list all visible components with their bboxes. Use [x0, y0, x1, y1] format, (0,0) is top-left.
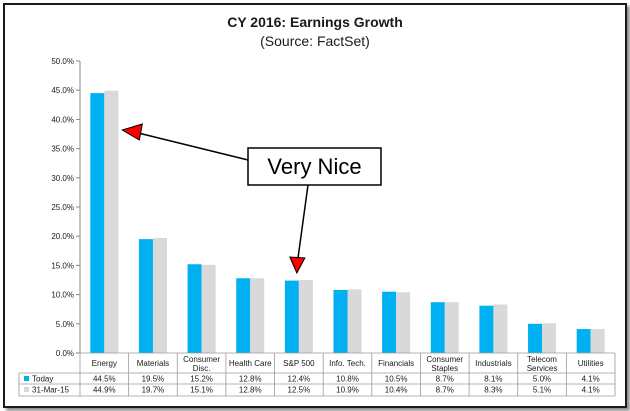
bar-today — [576, 329, 591, 353]
bar-today — [138, 239, 153, 353]
data-label: 8.7% — [436, 375, 454, 384]
data-label: 8.1% — [484, 375, 502, 384]
bar-today — [528, 323, 543, 353]
category-label-line: Consumer — [426, 355, 463, 364]
legend-label: 31-Mar-15 — [32, 386, 69, 395]
bar-mar15 — [542, 323, 557, 353]
category-label-line: Telecom — [527, 355, 557, 364]
y-tick-label: 20.0% — [51, 232, 74, 241]
bar-today — [479, 305, 494, 353]
bar-mar15 — [493, 304, 508, 353]
y-tick-label: 10.0% — [51, 291, 74, 300]
data-label: 12.5% — [288, 386, 311, 395]
data-label: 10.8% — [336, 375, 359, 384]
y-tick-label: 35.0% — [51, 145, 74, 154]
data-table: Energy Materials Consumer Disc.Health Care S… — [18, 352, 616, 397]
arrow-head — [289, 256, 306, 275]
earnings-growth-chart: CY 2016: Earnings Growth (Source: FactSe… — [18, 14, 616, 397]
category-label: S&P 500 — [283, 359, 315, 368]
legend-key — [24, 387, 29, 392]
data-label: 4.1% — [582, 375, 600, 384]
y-tick-label: 15.0% — [51, 261, 74, 270]
bar-mar15 — [444, 302, 459, 353]
data-label: 12.8% — [239, 386, 262, 395]
callout-box — [247, 147, 382, 186]
data-label: 12.4% — [288, 375, 311, 384]
bar-mar15 — [590, 329, 605, 353]
category-label-line: Industrials — [475, 359, 511, 368]
category-label-line: Utilities — [578, 359, 604, 368]
category-label-line: Services — [527, 364, 558, 373]
category-label: Utilities — [578, 359, 604, 368]
data-label: 8.7% — [436, 386, 454, 395]
category-label: Telecom Services — [527, 355, 558, 373]
data-label: 10.9% — [336, 386, 359, 395]
bar-mar15 — [201, 264, 216, 353]
bar-mar15 — [347, 289, 362, 353]
category-label: Energy — [92, 359, 117, 368]
arrow-head — [121, 123, 143, 141]
category-label: Financials — [378, 359, 414, 368]
data-label: 44.5% — [93, 375, 116, 384]
category-label: Industrials — [475, 359, 511, 368]
callout-text: Very Nice — [267, 154, 361, 179]
data-label: 12.8% — [239, 375, 262, 384]
data-label: 19.5% — [142, 375, 165, 384]
y-tick-label: 5.0% — [56, 320, 74, 329]
category-label-line: Materials — [137, 359, 169, 368]
category-label-line: Staples — [431, 364, 458, 373]
arrow-line — [138, 132, 249, 161]
category-label: Consumer Disc. — [183, 355, 220, 373]
arrow-line — [297, 184, 309, 260]
y-tick-label: 45.0% — [51, 86, 74, 95]
bar-today — [284, 280, 299, 353]
data-label: 5.1% — [533, 386, 551, 395]
bar-today — [333, 289, 348, 353]
category-label-line: Financials — [378, 359, 414, 368]
y-tick-label: 30.0% — [51, 174, 74, 183]
bar-today — [236, 278, 251, 353]
bar-today — [430, 302, 445, 353]
y-axis: 0.0% 5.0% 10.0% 15.0% 20.0% 25.0% 30.0% 35.0% 40… — [51, 57, 81, 358]
y-tick-label: 25.0% — [51, 203, 74, 212]
category-label: Consumer Staples — [426, 355, 463, 373]
category-label-line: Consumer — [183, 355, 220, 364]
bar-mar15 — [396, 292, 411, 353]
bar-mar15 — [298, 280, 313, 353]
y-tick-label: 0.0% — [56, 349, 74, 358]
data-label: 15.2% — [190, 375, 213, 384]
bar-mar15 — [152, 237, 167, 353]
y-tick-label: 50.0% — [51, 57, 74, 66]
bar-today — [90, 93, 105, 354]
category-label: Info. Tech. — [329, 359, 366, 368]
annotation: Very Nice — [121, 123, 382, 275]
legend-label: Today — [32, 375, 53, 384]
bar-mar15 — [250, 278, 265, 353]
category-label-line: Info. Tech. — [329, 359, 366, 368]
category-label-line: S&P 500 — [283, 359, 315, 368]
bar-mar15 — [104, 90, 119, 353]
chart-frame: CY 2016: Earnings Growth (Source: FactSe… — [3, 3, 627, 408]
bar-today — [187, 264, 202, 353]
category-label-line: Energy — [92, 359, 117, 368]
data-label: 19.7% — [142, 386, 165, 395]
data-label: 15.1% — [190, 386, 213, 395]
bars — [90, 90, 605, 354]
category-label: Health Care — [229, 359, 272, 368]
data-label: 10.4% — [385, 386, 408, 395]
data-label: 4.1% — [582, 386, 600, 395]
category-label-line: Health Care — [229, 359, 272, 368]
data-label: 5.0% — [533, 375, 551, 384]
chart-subtitle: (Source: FactSet) — [260, 33, 370, 49]
data-label: 8.3% — [484, 386, 502, 395]
data-label: 10.5% — [385, 375, 408, 384]
data-label: 44.9% — [93, 386, 116, 395]
y-tick-label: 40.0% — [51, 115, 74, 124]
category-label: Materials — [137, 359, 169, 368]
chart-title: CY 2016: Earnings Growth — [227, 14, 403, 30]
category-label-line: Disc. — [193, 364, 211, 373]
legend-key — [24, 376, 29, 381]
bar-today — [382, 291, 397, 353]
